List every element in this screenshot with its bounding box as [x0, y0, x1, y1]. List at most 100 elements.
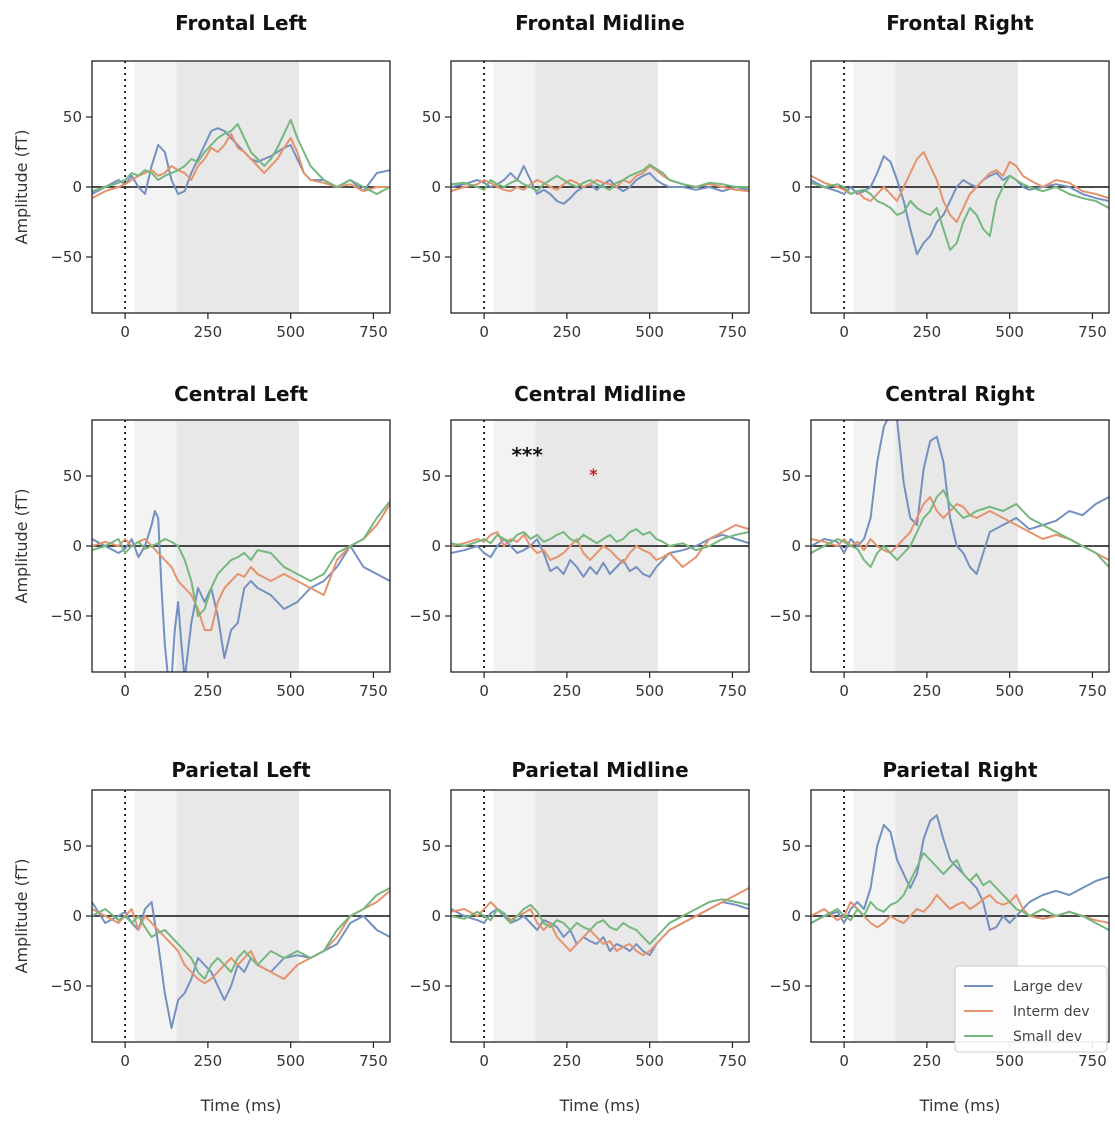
significance-marker: ***	[511, 443, 543, 467]
series-line-small-dev	[451, 898, 749, 945]
y-tick-label: 50	[422, 108, 441, 126]
x-tick-label: 0	[120, 682, 130, 700]
x-tick-label: 250	[194, 682, 223, 700]
y-tick-label: 0	[791, 178, 801, 196]
x-tick-label: 500	[276, 1052, 305, 1070]
y-axis-label: Amplitude (fT)	[12, 489, 31, 604]
x-tick-label: 750	[359, 1052, 388, 1070]
y-tick-label: −50	[769, 977, 801, 995]
x-tick-label: 750	[359, 682, 388, 700]
series-line-large-dev	[811, 814, 1109, 931]
x-tick-label: 250	[913, 682, 942, 700]
x-tick-label: 0	[839, 1052, 849, 1070]
x-tick-label: 0	[120, 1052, 130, 1070]
legend-label: Interm dev	[1013, 1004, 1090, 1020]
x-tick-label: 500	[276, 323, 305, 341]
panel-title: Frontal Midline	[515, 11, 685, 35]
x-tick-label: 750	[718, 323, 747, 341]
x-tick-label: 250	[913, 323, 942, 341]
y-tick-label: 0	[72, 907, 82, 925]
legend-label: Small dev	[1013, 1029, 1082, 1045]
y-tick-label: −50	[50, 607, 82, 625]
panel-title: Central Left	[174, 382, 308, 406]
y-tick-label: 0	[791, 907, 801, 925]
x-tick-label: 0	[479, 1052, 489, 1070]
panel-title: Frontal Right	[886, 11, 1034, 35]
y-axis-label: Amplitude (fT)	[12, 130, 31, 245]
x-axis-label: Time (ms)	[200, 1096, 282, 1115]
y-tick-label: −50	[409, 248, 441, 266]
x-tick-label: 250	[913, 1052, 942, 1070]
y-tick-label: 50	[422, 837, 441, 855]
series-line-large-dev	[92, 510, 390, 672]
panel-title: Parietal Midline	[511, 758, 688, 782]
series-line-small-dev	[92, 500, 390, 617]
series-line-small-dev	[811, 174, 1109, 251]
x-tick-label: 0	[120, 323, 130, 341]
x-axis-label: Time (ms)	[559, 1096, 641, 1115]
x-tick-label: 250	[194, 1052, 223, 1070]
series-line-small-dev	[811, 489, 1109, 568]
x-tick-label: 0	[839, 682, 849, 700]
panel-title: Parietal Right	[882, 758, 1038, 782]
x-tick-label: 500	[635, 323, 664, 341]
panel-title: Central Midline	[514, 382, 686, 406]
panel-title: Frontal Left	[175, 11, 307, 35]
legend-box	[954, 965, 1108, 1053]
y-tick-label: 50	[782, 467, 801, 485]
x-tick-label: 500	[995, 323, 1024, 341]
series-line-small-dev	[92, 118, 390, 195]
y-axis-label: Amplitude (fT)	[12, 859, 31, 974]
y-tick-label: −50	[409, 977, 441, 995]
x-tick-label: 500	[995, 682, 1024, 700]
x-tick-label: 0	[839, 323, 849, 341]
x-tick-label: 500	[276, 682, 305, 700]
x-tick-label: 250	[553, 1052, 582, 1070]
series-line-small-dev	[451, 163, 749, 193]
legend-label: Large dev	[1013, 979, 1083, 995]
y-tick-label: 50	[63, 837, 82, 855]
x-tick-label: 750	[1078, 323, 1107, 341]
y-tick-label: 50	[782, 837, 801, 855]
series-line-interm-dev	[451, 524, 749, 568]
x-tick-label: 0	[479, 682, 489, 700]
x-tick-label: 250	[553, 323, 582, 341]
x-tick-label: 750	[718, 682, 747, 700]
y-tick-label: 0	[431, 178, 441, 196]
y-tick-label: 0	[72, 537, 82, 555]
significance-marker: *	[589, 465, 598, 484]
y-tick-label: 0	[431, 907, 441, 925]
y-tick-label: 50	[63, 467, 82, 485]
x-tick-label: 250	[194, 323, 223, 341]
y-tick-label: 0	[72, 178, 82, 196]
y-tick-label: 0	[791, 537, 801, 555]
series-line-small-dev	[451, 528, 749, 552]
y-tick-label: −50	[409, 607, 441, 625]
x-tick-label: 500	[995, 1052, 1024, 1070]
series-line-small-dev	[92, 887, 390, 980]
legend: Large dev Interm dev Small dev	[954, 965, 1108, 1053]
y-tick-label: −50	[50, 248, 82, 266]
series-line-interm-dev	[92, 132, 390, 200]
series-line-interm-dev	[811, 151, 1109, 223]
x-tick-label: 750	[1078, 682, 1107, 700]
x-tick-label: 750	[359, 323, 388, 341]
y-tick-label: 50	[782, 108, 801, 126]
series-line-interm-dev	[92, 503, 390, 631]
y-tick-label: 0	[431, 537, 441, 555]
y-tick-label: 50	[422, 467, 441, 485]
x-tick-label: 500	[635, 682, 664, 700]
y-tick-label: −50	[50, 977, 82, 995]
y-tick-label: 50	[63, 108, 82, 126]
series-line-small-dev	[811, 852, 1109, 931]
x-tick-label: 250	[553, 682, 582, 700]
